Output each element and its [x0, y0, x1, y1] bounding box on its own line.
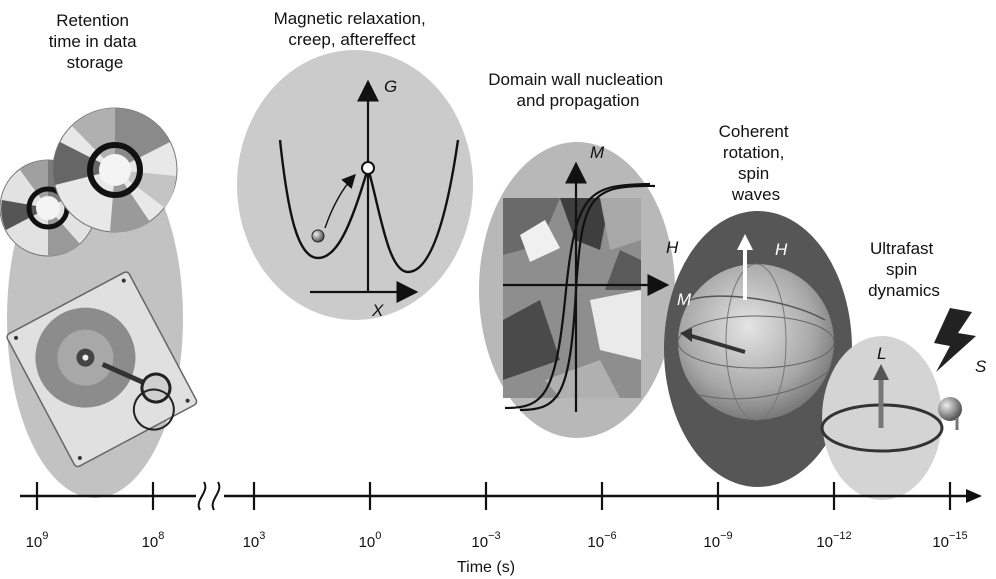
coherent-caption-line: spin: [738, 164, 769, 183]
time-tick-label: 10−15: [932, 530, 967, 551]
spin-sphere: [678, 264, 834, 420]
energy-axis-label: G: [384, 77, 397, 96]
tick-exponent: 8: [158, 530, 164, 542]
time-tick-label: 10−12: [816, 530, 851, 551]
retention-caption-line: time in data: [49, 32, 137, 51]
tick-exponent: 0: [375, 530, 381, 542]
time-tick-label: 108: [142, 530, 165, 551]
coherent-region: H M Coherent rotation, spin waves: [664, 122, 852, 487]
domain-image: [503, 198, 641, 398]
domain-wall-caption-line: and propagation: [517, 91, 640, 110]
hard-drive-icon: [6, 271, 198, 468]
retention-caption-line: storage: [67, 53, 124, 72]
time-tick-label: 103: [243, 530, 266, 551]
tick-base: 10: [932, 534, 949, 551]
moment-arrow: [687, 333, 746, 354]
tick-exponent: −15: [949, 530, 968, 542]
field-label: H: [775, 240, 788, 259]
coordinate-axis-label: X: [371, 301, 384, 320]
time-tick-label: 100: [359, 530, 382, 551]
svg-text:Retention time in data: Retention time in data storage: [49, 11, 142, 72]
tick-base: 10: [703, 534, 720, 551]
svg-text:Ultrafast spin dyn: Ultrafast spin dynamics: [868, 239, 940, 300]
spin-label: S: [975, 357, 987, 376]
ultrafast-caption-line: Ultrafast: [870, 239, 934, 258]
laser-bolt-icon: [934, 308, 976, 372]
relaxation-caption-line: Magnetic relaxation,: [274, 9, 426, 28]
time-tick-label: 10−9: [703, 530, 732, 551]
time-tick-label: 10−3: [471, 530, 500, 551]
tick-base: 10: [26, 534, 43, 551]
coherent-caption-line: waves: [731, 185, 780, 204]
svg-text:Magnetic relaxation, cre: Magnetic relaxation, creep, aftereffect: [274, 9, 431, 49]
axis-break: [197, 481, 207, 511]
particle-dot: [311, 229, 325, 243]
svg-text:Coherent rotation,: Coherent rotation, spin waves: [719, 122, 794, 204]
hysteresis-loop: [519, 184, 656, 412]
retention-caption-line: Retention: [56, 11, 129, 30]
tick-base: 10: [587, 534, 604, 551]
tick-exponent: −9: [720, 530, 733, 542]
tick-base: 10: [816, 534, 833, 551]
relaxation-region: G X Magnetic relaxation, creep, aftereff…: [237, 9, 473, 320]
tick-exponent: −3: [488, 530, 501, 542]
retention-region: Retention time in data storage: [0, 11, 198, 498]
time-axis-title: Time (s): [457, 559, 515, 576]
tick-base: 10: [243, 534, 260, 551]
relaxation-ellipse: [237, 50, 473, 320]
domain-wall-caption-line: Domain wall nucleation: [488, 70, 663, 89]
magnetization-axis-label: M: [590, 143, 605, 162]
svg-text:Domain wall nucleation a: Domain wall nucleation and propagation: [488, 70, 668, 110]
barrier-dot: [361, 161, 375, 175]
electron-ball: [938, 397, 962, 421]
ultrafast-caption-line: spin: [886, 260, 917, 279]
hysteresis-loop: [504, 182, 651, 410]
coherent-caption-line: rotation,: [723, 143, 784, 162]
tick-exponent: −12: [833, 530, 852, 542]
activation-arrow: [324, 173, 356, 229]
time-axis: 109 108 103 100 10−3 10−6 10−9 10−12 10−15 Time …: [20, 481, 982, 576]
orbital-label: L: [877, 344, 886, 363]
tick-exponent: −6: [604, 530, 617, 542]
tick-base: 10: [142, 534, 159, 551]
coherent-caption-line: Coherent: [719, 122, 789, 141]
time-tick-label: 109: [26, 530, 49, 551]
tick-exponent: 3: [259, 530, 265, 542]
ultrafast-region: L S Ultrafast spin dynamics: [820, 239, 987, 500]
moment-label: M: [677, 290, 692, 309]
domain-wall-region: M H Domain wall nucleation and propagati…: [479, 70, 679, 438]
cd-disc-icon: [52, 107, 178, 233]
field-axis-label: H: [666, 238, 679, 257]
ultrafast-caption-line: dynamics: [868, 281, 940, 300]
time-tick-label: 10−6: [587, 530, 616, 551]
tick-exponent: 9: [42, 530, 48, 542]
tick-base: 10: [359, 534, 376, 551]
axis-break: [211, 481, 221, 511]
tick-base: 10: [471, 534, 488, 551]
relaxation-caption-line: creep, aftereffect: [288, 30, 416, 49]
